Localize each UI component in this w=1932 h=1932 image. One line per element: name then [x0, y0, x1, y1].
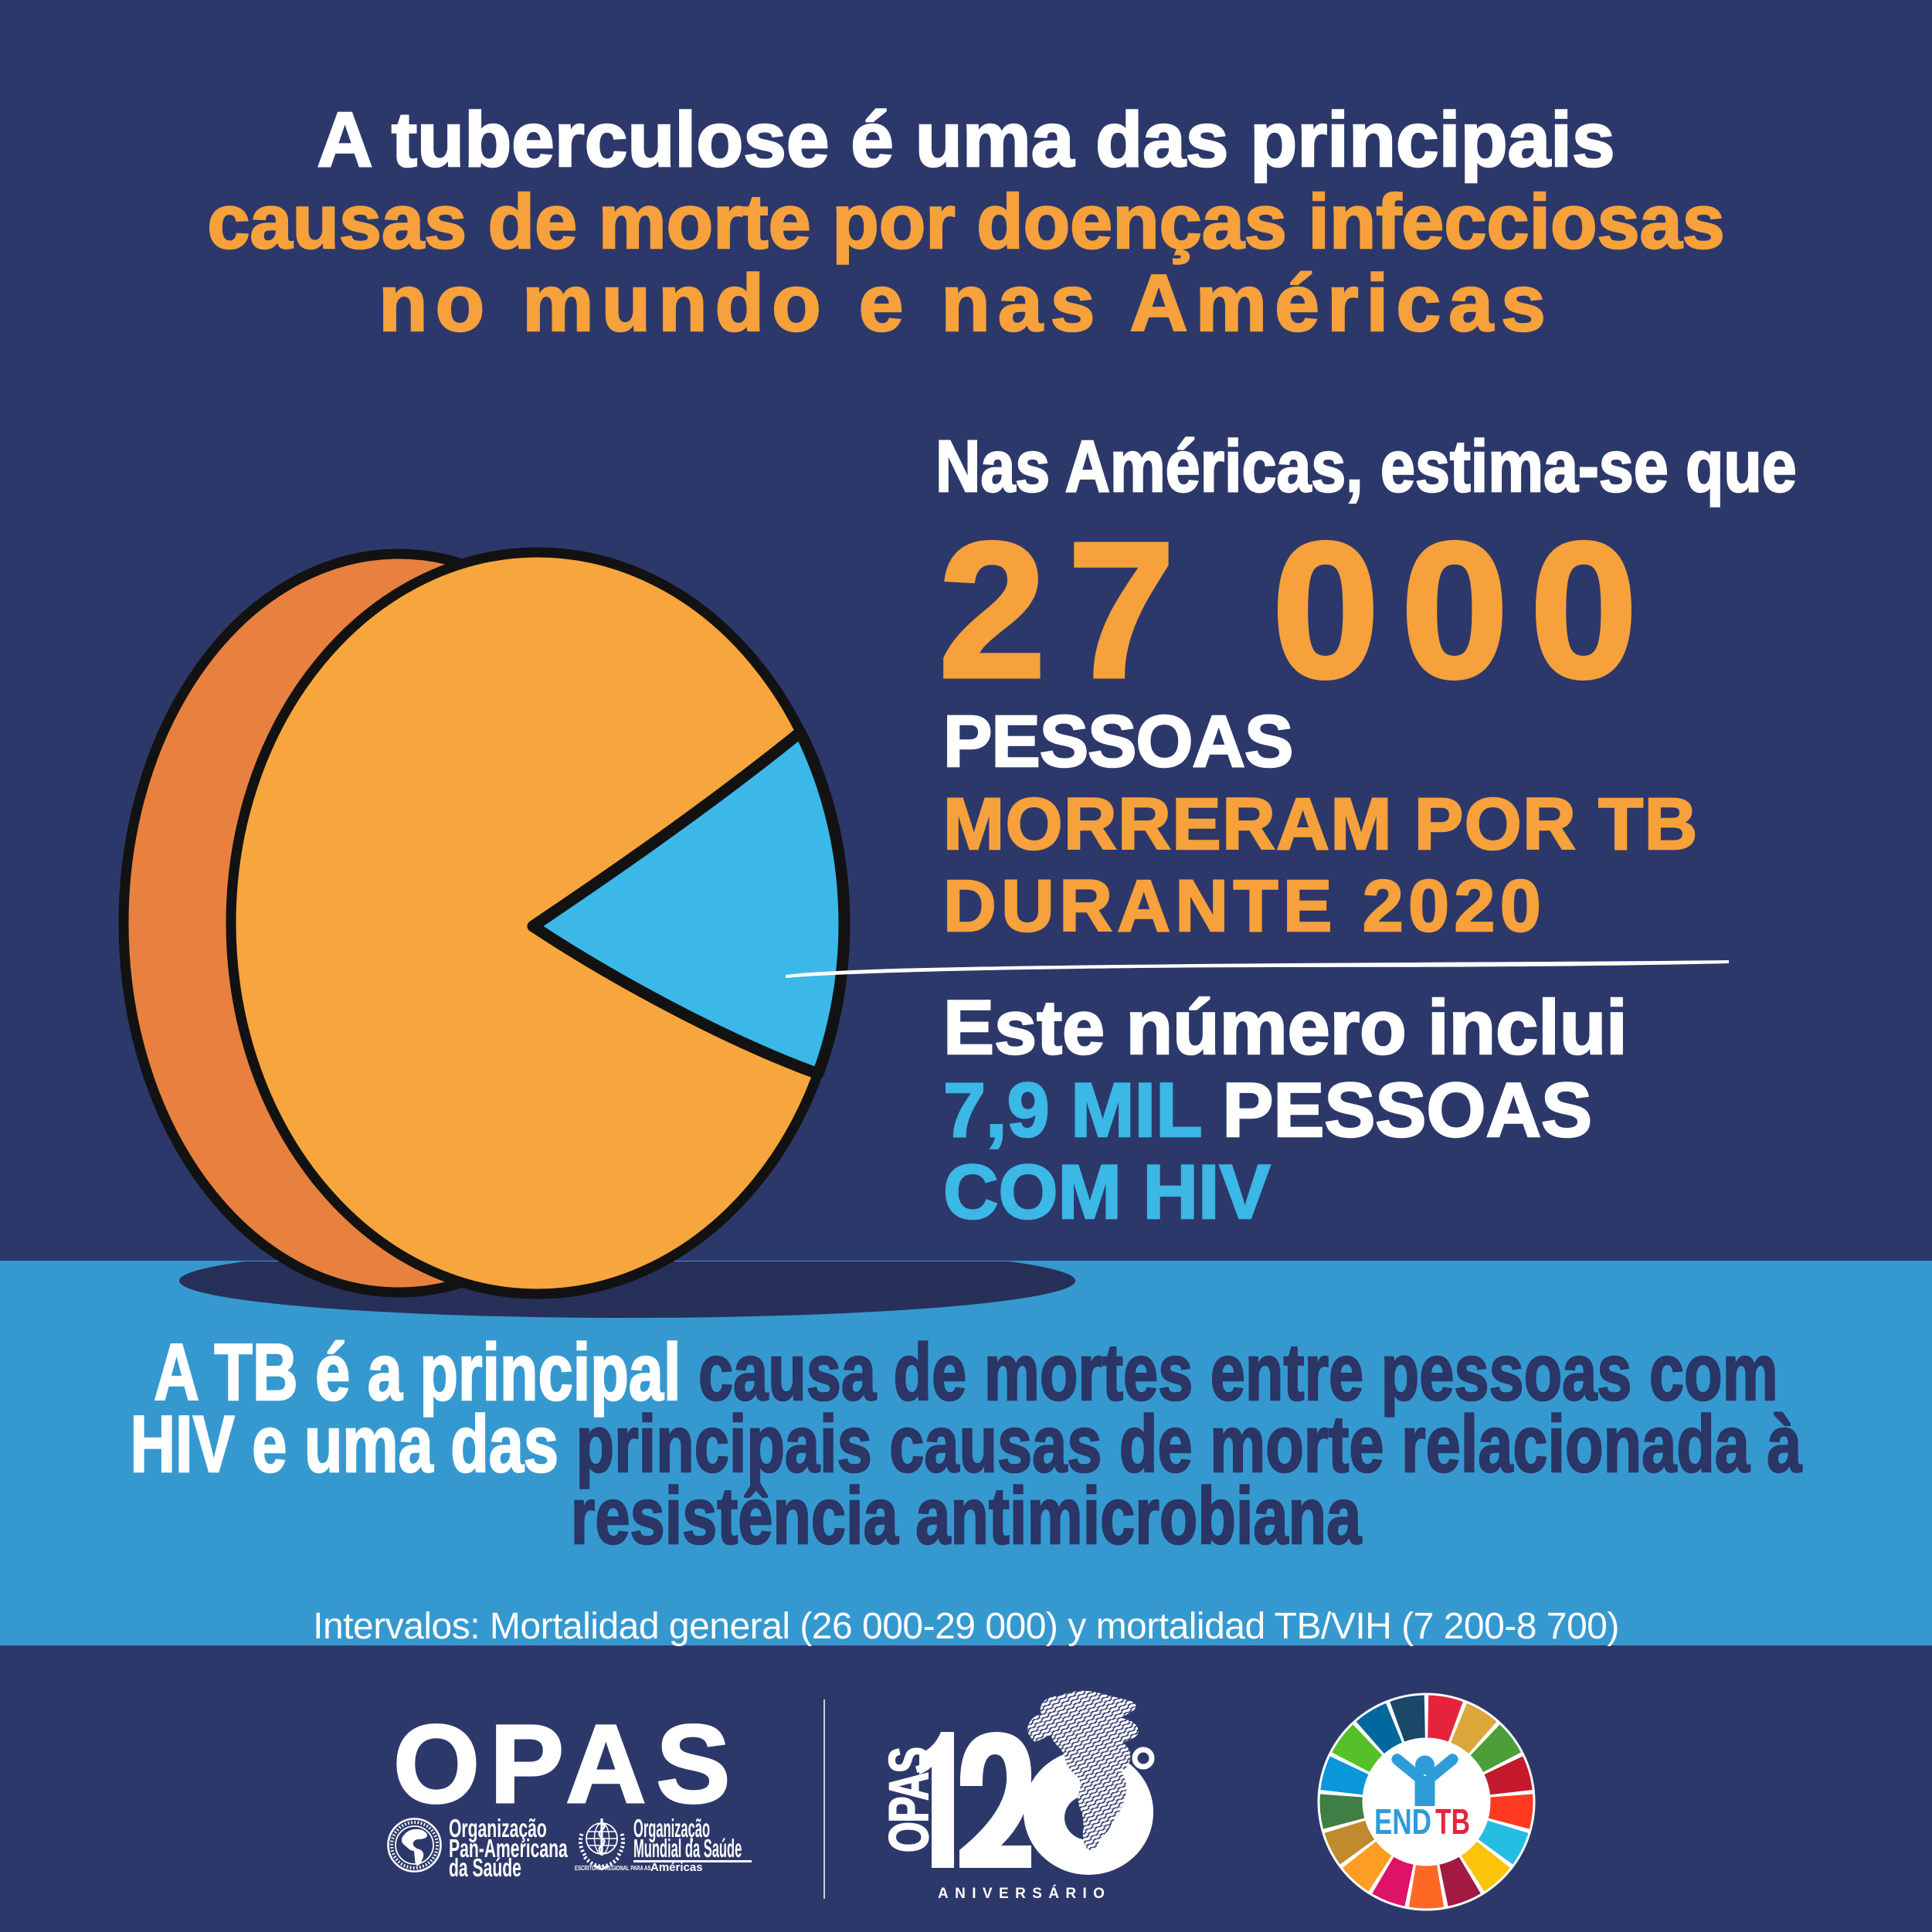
svg-text:END: END	[1374, 1801, 1431, 1842]
svg-text:TB: TB	[1435, 1801, 1470, 1842]
